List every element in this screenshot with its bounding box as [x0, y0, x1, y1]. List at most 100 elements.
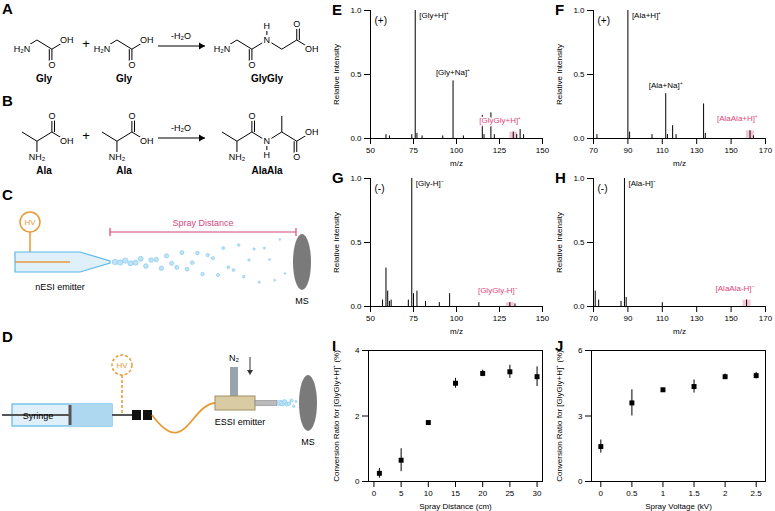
svg-text:75: 75	[409, 314, 418, 323]
svg-text:100: 100	[450, 314, 464, 323]
svg-text:0.0: 0.0	[350, 134, 362, 143]
svg-text:[AlaAla-H]⁻: [AlaAla-H]⁻	[716, 284, 755, 293]
svg-text:70: 70	[589, 314, 598, 323]
svg-text:Relative Intensity: Relative Intensity	[555, 44, 564, 105]
svg-text:[Gly+H]⁺: [Gly+H]⁺	[419, 11, 449, 20]
svg-text:Ala: Ala	[116, 165, 132, 176]
svg-text:N: N	[264, 136, 271, 146]
svg-text:H₂N: H₂N	[214, 44, 231, 54]
svg-text:O: O	[293, 152, 300, 162]
svg-text:NH₂: NH₂	[229, 152, 246, 162]
svg-text:Relative Intensity: Relative Intensity	[332, 44, 341, 105]
svg-text:Conversion Ratio for [GlyGly+H: Conversion Ratio for [GlyGly+H]⁺ (%)	[332, 350, 341, 482]
svg-text:[Ala+Na]⁺: [Ala+Na]⁺	[649, 81, 683, 90]
svg-text:H: H	[264, 150, 271, 160]
svg-text:0: 0	[578, 477, 583, 486]
svg-text:N₂: N₂	[229, 353, 239, 363]
svg-text:Gly: Gly	[116, 73, 133, 84]
svg-text:130: 130	[690, 146, 704, 155]
svg-text:m/z: m/z	[450, 327, 463, 336]
svg-text:(-): (-)	[375, 183, 385, 194]
svg-text:ESSI emitter: ESSI emitter	[215, 417, 266, 427]
svg-text:nESI emitter: nESI emitter	[35, 282, 85, 292]
svg-text:1.5: 1.5	[688, 489, 700, 498]
svg-text:125: 125	[493, 146, 507, 155]
svg-text:50: 50	[366, 146, 375, 155]
svg-text:0: 0	[372, 489, 377, 498]
svg-text:O: O	[48, 111, 55, 121]
svg-text:0: 0	[599, 489, 604, 498]
svg-text:(-): (-)	[598, 183, 608, 194]
svg-text:15: 15	[451, 489, 460, 498]
svg-text:150: 150	[724, 146, 738, 155]
svg-text:2.5: 2.5	[751, 489, 763, 498]
svg-text:Ala: Ala	[36, 165, 52, 176]
svg-text:2: 2	[723, 489, 728, 498]
svg-text:O: O	[248, 111, 255, 121]
svg-text:0.5: 0.5	[573, 238, 585, 247]
svg-text:Conversion Ratio for [GlyGly+H: Conversion Ratio for [GlyGly+H]⁺ (%)	[555, 350, 564, 482]
svg-text:0.0: 0.0	[573, 302, 585, 311]
svg-text:150: 150	[724, 314, 738, 323]
svg-text:O: O	[48, 60, 55, 70]
svg-text:125: 125	[493, 314, 507, 323]
svg-text:0.5: 0.5	[350, 238, 362, 247]
svg-text:50: 50	[366, 314, 375, 323]
svg-text:90: 90	[623, 146, 632, 155]
svg-text:1.0: 1.0	[573, 174, 585, 183]
svg-text:0.5: 0.5	[626, 489, 638, 498]
svg-text:Spray Voltage (kV): Spray Voltage (kV)	[645, 502, 712, 511]
svg-text:[GlyGly+H]⁺: [GlyGly+H]⁺	[479, 116, 521, 125]
svg-text:O: O	[128, 60, 135, 70]
svg-text:150: 150	[536, 146, 550, 155]
svg-text:m/z: m/z	[450, 159, 463, 168]
svg-text:OH: OH	[140, 35, 154, 45]
svg-text:Relative Intensity: Relative Intensity	[555, 212, 564, 273]
svg-text:NH₂: NH₂	[29, 152, 46, 162]
svg-text:130: 130	[690, 314, 704, 323]
svg-text:0.0: 0.0	[350, 302, 362, 311]
svg-text:5: 5	[399, 489, 404, 498]
svg-text:1.0: 1.0	[350, 6, 362, 15]
svg-text:[GlyGly-H]⁻: [GlyGly-H]⁻	[478, 286, 518, 295]
svg-text:H: H	[264, 21, 271, 31]
svg-text:D: D	[2, 328, 13, 345]
svg-text:Spray Distance: Spray Distance	[172, 218, 233, 228]
svg-text:[Gly+Na]⁺: [Gly+Na]⁺	[436, 68, 470, 77]
svg-text:110: 110	[656, 146, 669, 155]
svg-text:OH: OH	[140, 136, 154, 146]
svg-text:0.5: 0.5	[573, 70, 585, 79]
svg-text:170: 170	[759, 146, 773, 155]
svg-text:O: O	[293, 19, 300, 29]
svg-text:H₂N: H₂N	[94, 44, 111, 54]
svg-text:[AlaAla+H]⁺: [AlaAla+H]⁺	[717, 114, 758, 123]
svg-text:m/z: m/z	[673, 327, 686, 336]
svg-text:H₂N: H₂N	[14, 44, 31, 54]
svg-text:[Ala+H]⁺: [Ala+H]⁺	[632, 11, 661, 20]
svg-text:Spray Distance (cm): Spray Distance (cm)	[419, 502, 492, 511]
svg-text:100: 100	[450, 146, 464, 155]
svg-text:0.5: 0.5	[350, 70, 362, 79]
svg-text:3: 3	[578, 412, 583, 421]
svg-text:O: O	[248, 60, 255, 70]
svg-text:Relative Intensity: Relative Intensity	[332, 212, 341, 273]
svg-text:1: 1	[661, 489, 666, 498]
svg-text:B: B	[2, 92, 13, 109]
svg-text:OH: OH	[60, 136, 74, 146]
svg-text:C: C	[2, 186, 13, 203]
svg-text:N: N	[264, 35, 271, 45]
svg-text:[Ala-H]⁻: [Ala-H]⁻	[628, 179, 655, 188]
svg-text:10: 10	[424, 489, 433, 498]
svg-text:NH₂: NH₂	[109, 152, 126, 162]
svg-text:70: 70	[589, 146, 598, 155]
svg-text:20: 20	[478, 489, 487, 498]
svg-text:1.0: 1.0	[350, 174, 362, 183]
svg-text:HV: HV	[24, 218, 36, 227]
svg-text:110: 110	[656, 314, 669, 323]
svg-text:1.0: 1.0	[573, 6, 585, 15]
svg-text:OH: OH	[305, 127, 319, 137]
svg-text:0.0: 0.0	[573, 134, 585, 143]
svg-text:(+): (+)	[598, 15, 611, 26]
svg-text:AlaAla: AlaAla	[251, 165, 283, 176]
svg-text:30: 30	[533, 489, 542, 498]
